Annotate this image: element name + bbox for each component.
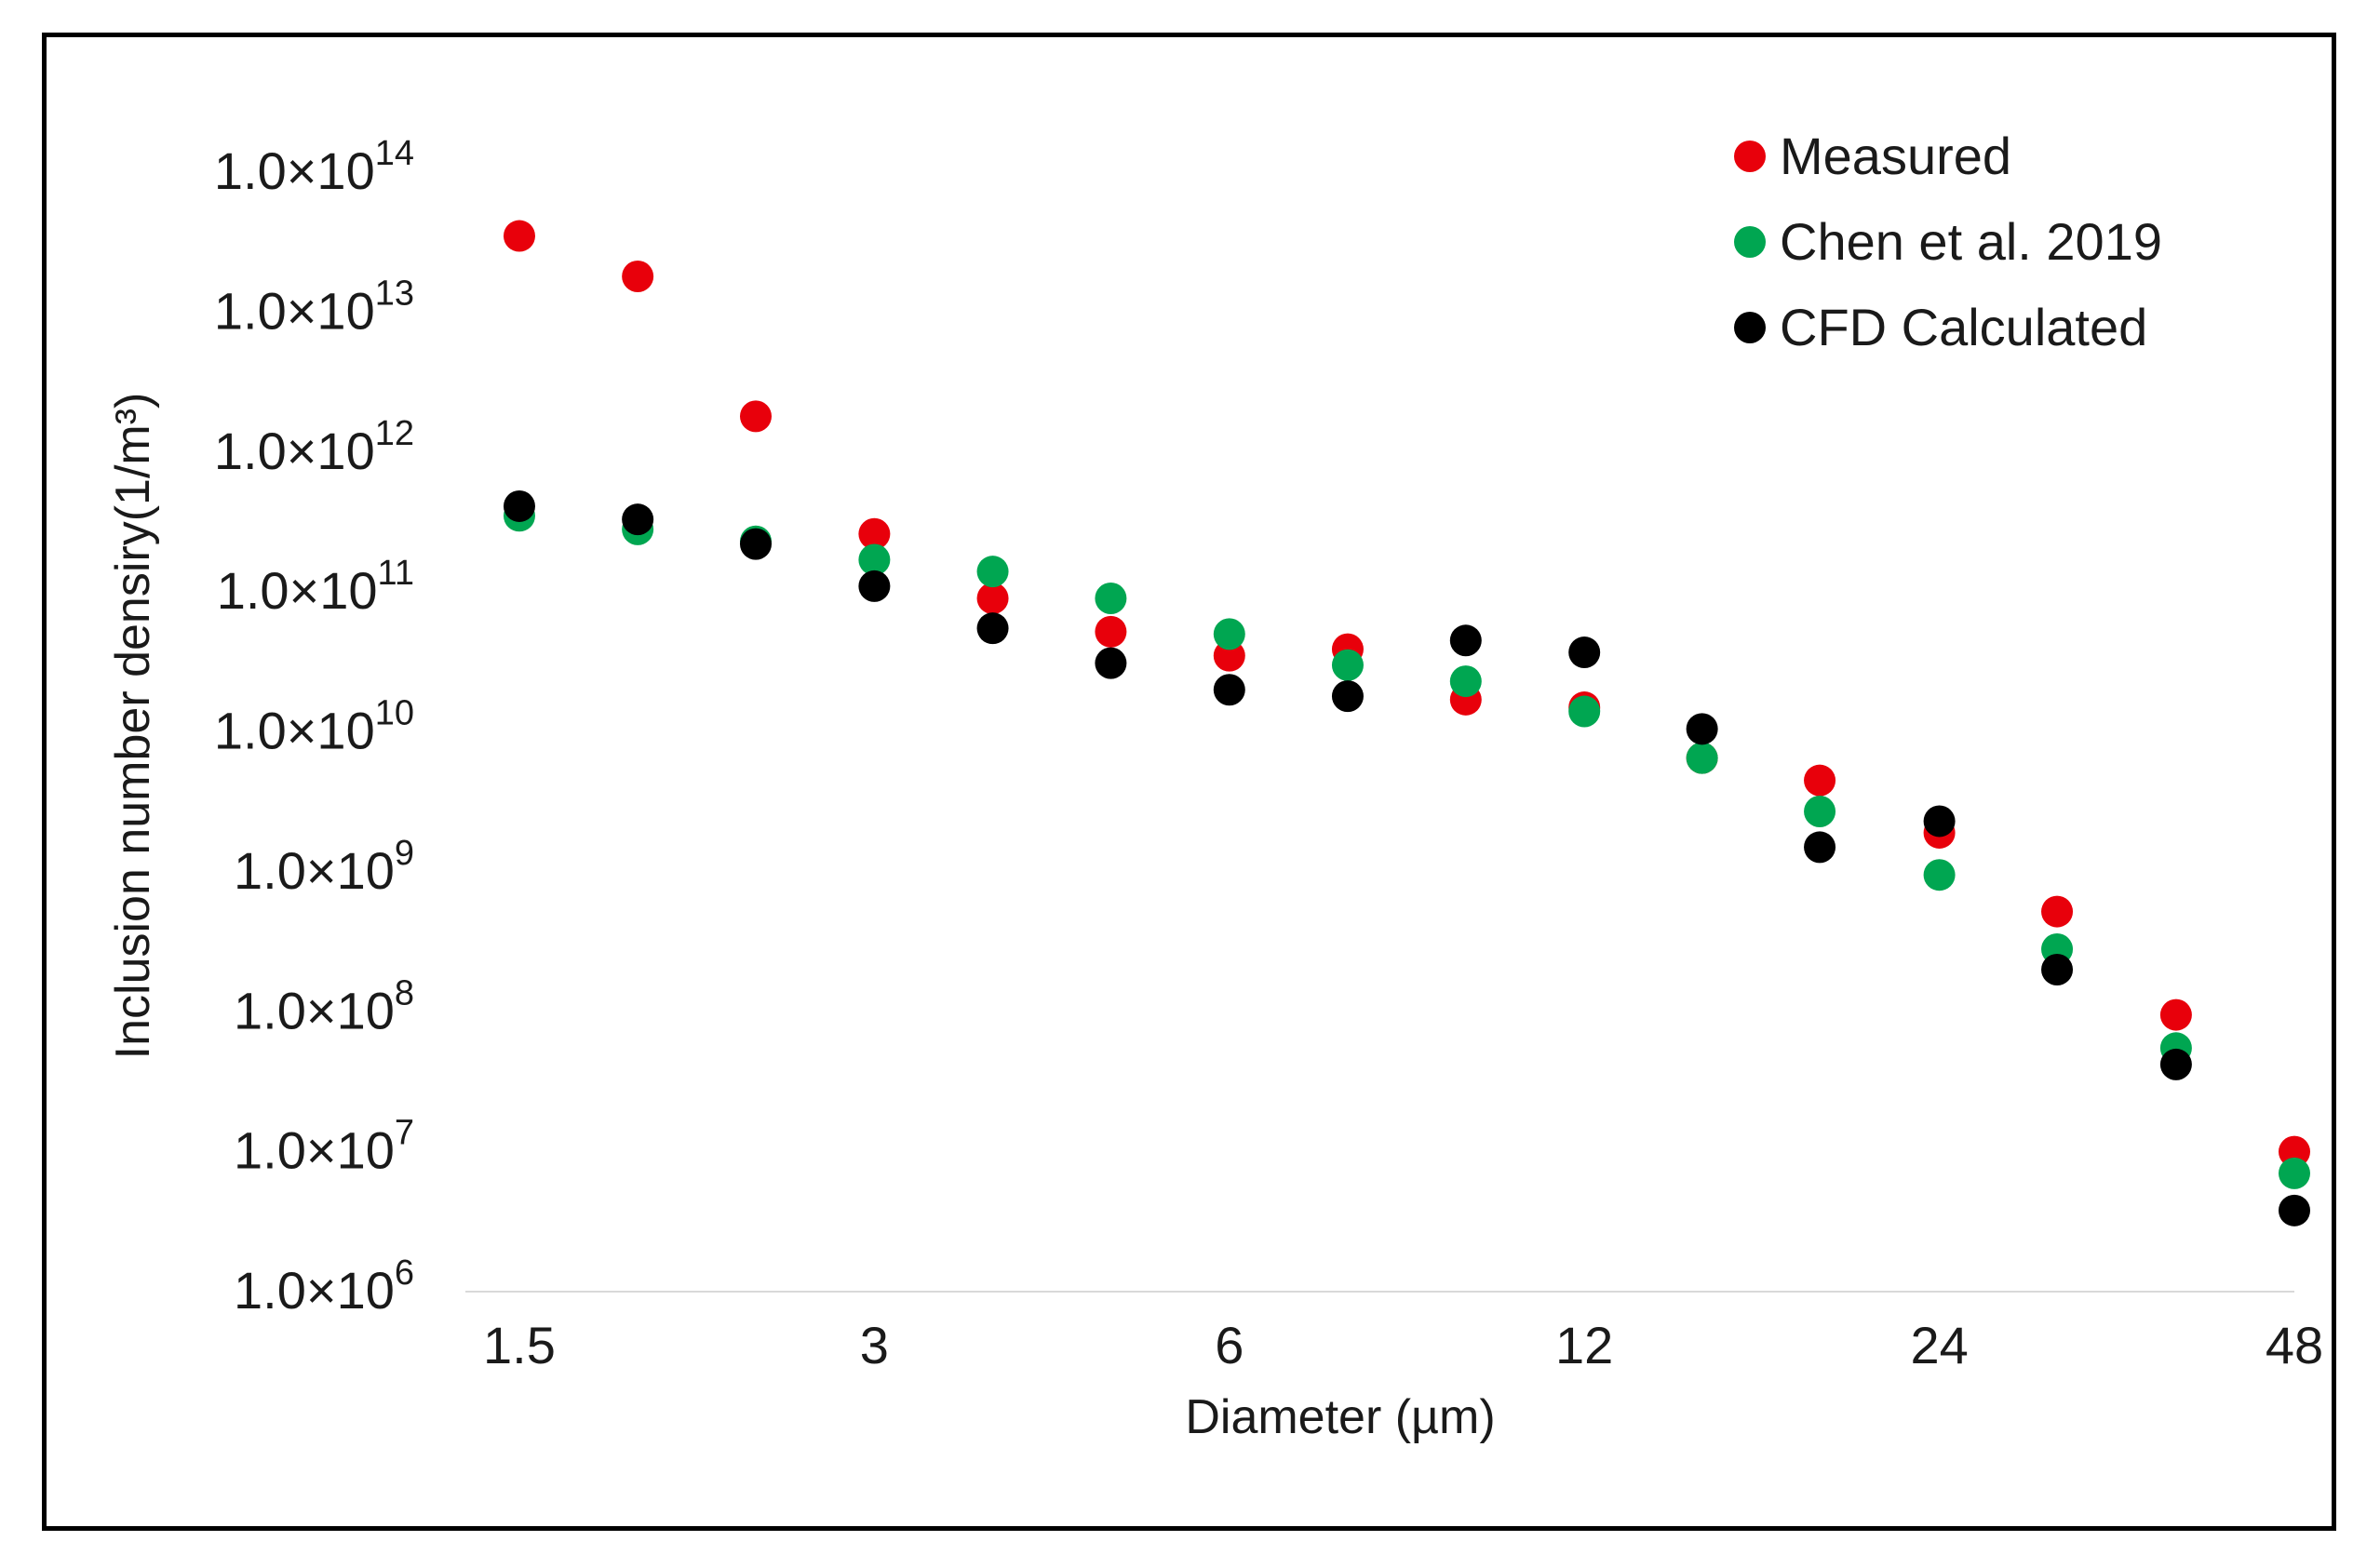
data-points xyxy=(503,220,2310,1226)
data-point xyxy=(2041,953,2074,985)
data-point xyxy=(1804,796,1836,828)
data-point xyxy=(1923,859,1956,891)
data-point xyxy=(2279,1157,2310,1189)
y-tick-label: 1.0×107 xyxy=(234,1114,414,1180)
chart-frame: 1.0×106 1.0×107 1.0×108 1.0×109 1.0×1010 1.0×… xyxy=(42,33,2336,1531)
y-tick-mantissa: 1.0×10 xyxy=(214,141,375,200)
scatter-chart: 1.0×1061.0×1071.0×1081.0×1091.0×10101.0×… xyxy=(106,127,2323,1444)
data-point xyxy=(503,220,535,252)
data-point xyxy=(1686,713,1718,745)
data-point xyxy=(1449,624,1482,657)
y-tick-exponent: 10 xyxy=(375,694,414,733)
data-point xyxy=(503,489,535,522)
y-tick-label: 1.0×1012 xyxy=(214,414,414,480)
data-point xyxy=(858,543,891,576)
y-tick-exponent: 9 xyxy=(395,834,414,873)
data-point xyxy=(1095,583,1127,615)
data-point xyxy=(2041,895,2074,928)
legend-label: CFD Calculated xyxy=(1780,298,2147,356)
legend-marker xyxy=(1734,312,1766,343)
y-tick-label: 1.0×106 xyxy=(234,1253,414,1320)
data-point xyxy=(1449,665,1482,698)
data-point xyxy=(622,260,654,292)
data-point xyxy=(1095,615,1127,648)
data-point xyxy=(2159,998,2192,1031)
y-tick-label: 1.0×1010 xyxy=(214,694,414,760)
series-2 xyxy=(503,489,2310,1226)
y-tick-label: 1.0×1014 xyxy=(214,134,414,200)
y-axis-title-main: Inclusion number densiry(1/m³) xyxy=(106,393,160,1060)
y-tick-exponent: 13 xyxy=(375,274,414,313)
data-point xyxy=(1923,805,1956,838)
y-tick-exponent: 11 xyxy=(378,554,414,593)
legend-label: Chen et al. 2019 xyxy=(1780,212,2162,271)
legend-marker xyxy=(1734,226,1766,258)
data-point xyxy=(739,400,772,433)
y-tick-exponent: 7 xyxy=(395,1114,414,1153)
y-tick-label: 1.0×1013 xyxy=(214,274,414,340)
data-point xyxy=(1568,695,1601,728)
series-1 xyxy=(503,500,2310,1189)
data-point xyxy=(1331,649,1364,681)
data-point xyxy=(858,517,891,550)
data-point xyxy=(1568,637,1601,669)
y-tick-mantissa: 1.0×10 xyxy=(214,422,375,480)
data-point xyxy=(1213,674,1245,706)
y-tick-exponent: 6 xyxy=(395,1253,414,1293)
y-axis: 1.0×1061.0×1071.0×1081.0×1091.0×10101.0×… xyxy=(214,134,414,1320)
y-tick-exponent: 8 xyxy=(395,973,414,1012)
x-axis-title: Diameter (µm) xyxy=(1185,1390,1495,1444)
data-point xyxy=(622,503,654,536)
data-point xyxy=(1213,618,1245,650)
y-tick-label: 1.0×109 xyxy=(234,834,414,900)
x-tick-label: 1.5 xyxy=(483,1316,556,1374)
data-point xyxy=(739,528,772,560)
y-tick-mantissa: 1.0×10 xyxy=(234,1121,395,1180)
data-point xyxy=(2279,1135,2310,1168)
y-tick-exponent: 14 xyxy=(375,134,414,173)
x-tick-label: 6 xyxy=(1215,1316,1244,1374)
y-tick-mantissa: 1.0×10 xyxy=(217,561,378,620)
x-tick-label: 12 xyxy=(1555,1316,1613,1374)
data-point xyxy=(976,556,1009,588)
data-point xyxy=(1213,639,1245,672)
data-point xyxy=(2159,1048,2192,1080)
data-point xyxy=(2279,1194,2310,1226)
x-tick-label: 48 xyxy=(2266,1316,2323,1374)
data-point xyxy=(976,583,1009,615)
legend: Measured Chen et al. 2019 CFD Calculated xyxy=(1734,127,2162,356)
data-point xyxy=(1804,831,1836,864)
y-tick-mantissa: 1.0×10 xyxy=(214,281,375,340)
y-axis-title: Inclusion number densiry(1/m³) xyxy=(106,393,160,1060)
data-point xyxy=(1095,647,1127,679)
x-axis: 1.5 3 6 12 24 48 xyxy=(483,1316,2323,1374)
data-point xyxy=(1804,764,1836,797)
x-tick-label: 24 xyxy=(1910,1316,1968,1374)
y-tick-mantissa: 1.0×10 xyxy=(234,1261,395,1320)
data-point xyxy=(976,612,1009,645)
y-tick-exponent: 12 xyxy=(375,414,414,453)
y-tick-mantissa: 1.0×10 xyxy=(234,981,395,1039)
series-0 xyxy=(503,220,2310,1168)
data-point xyxy=(858,570,891,602)
data-point xyxy=(1686,742,1718,774)
x-tick-label: 3 xyxy=(860,1316,889,1374)
y-tick-label: 1.0×108 xyxy=(234,973,414,1039)
y-tick-mantissa: 1.0×10 xyxy=(234,841,395,900)
legend-label: Measured xyxy=(1780,127,2011,185)
legend-marker xyxy=(1734,141,1766,172)
y-tick-label: 1.0×1011 xyxy=(217,554,414,620)
y-tick-mantissa: 1.0×10 xyxy=(214,702,375,760)
data-point xyxy=(1331,680,1364,713)
